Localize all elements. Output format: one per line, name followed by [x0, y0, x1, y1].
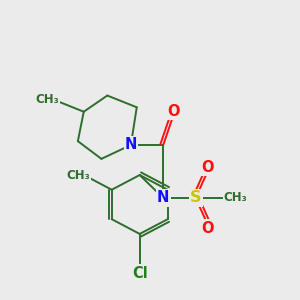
Text: Cl: Cl: [132, 266, 148, 280]
Text: O: O: [201, 220, 214, 236]
Text: CH₃: CH₃: [66, 169, 90, 182]
Text: N: N: [125, 137, 137, 152]
Text: CH₃: CH₃: [35, 93, 59, 106]
Text: N: N: [157, 190, 170, 206]
Text: O: O: [201, 160, 214, 175]
Text: CH₃: CH₃: [224, 191, 247, 205]
Text: S: S: [190, 190, 201, 206]
Text: O: O: [167, 104, 180, 119]
